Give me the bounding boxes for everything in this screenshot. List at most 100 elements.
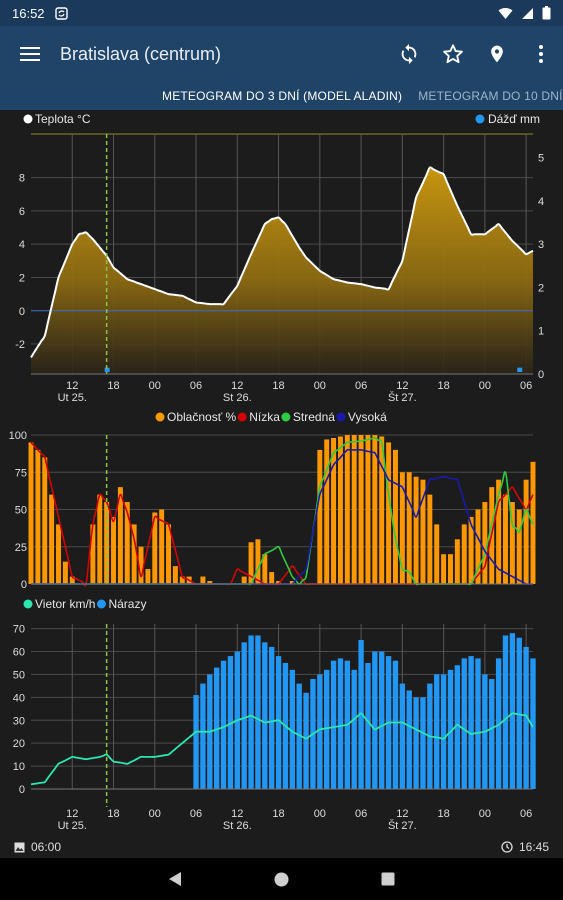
rain-bar (517, 367, 523, 372)
x-tick-label: 12 (66, 380, 78, 392)
x-tick-label: 12 (396, 808, 408, 820)
cloudiness-bar (475, 509, 481, 584)
x-day-label: Ut 25. (58, 820, 87, 832)
menu-button[interactable] (0, 26, 60, 82)
star-icon (443, 44, 463, 64)
status-time: 16:52 (12, 5, 45, 21)
cloudiness-bar (317, 449, 323, 584)
legend-high-swatch (336, 412, 346, 422)
tab-meteogram-10-days[interactable]: METEOGRAM DO 10 DNÍ (418, 89, 563, 103)
recents-icon[interactable] (381, 872, 395, 886)
cloudiness-bar (145, 569, 151, 584)
gust-bar (248, 635, 254, 789)
x-tick-label: 18 (437, 380, 449, 392)
cloudiness-bar (28, 442, 34, 584)
clock-icon (501, 841, 513, 853)
y-tick-label: 70 (13, 624, 25, 636)
gust-bar (489, 679, 495, 789)
more-options-button[interactable] (519, 26, 563, 82)
gust-bar (324, 669, 330, 789)
gust-bar (220, 660, 227, 789)
cloudiness-bar (337, 436, 343, 584)
y-right-tick-label: 5 (538, 153, 544, 165)
y-right-tick-label: 1 (538, 326, 544, 338)
gust-bar (516, 637, 522, 789)
y-tick-label: 0 (21, 579, 27, 591)
cloudiness-bar (351, 435, 357, 584)
x-tick-label: 00 (479, 808, 491, 820)
cloudiness-bar (496, 479, 502, 584)
x-tick-label: 00 (314, 380, 326, 392)
cloudiness-bar (427, 494, 433, 584)
x-tick-label: 06 (520, 808, 532, 820)
x-day-label: St 26. (223, 820, 252, 832)
x-tick-label: 06 (355, 808, 367, 820)
legend-gusts-swatch (96, 599, 106, 609)
cloudiness-bar (276, 581, 282, 584)
cloudiness-bar (386, 442, 392, 584)
cloudiness-bar (117, 487, 123, 584)
cloudiness-bar (166, 524, 172, 584)
model-image-icon (14, 842, 25, 852)
cloudiness-bar (200, 576, 206, 584)
legend-mid: Stredná (293, 410, 335, 424)
gust-bar (372, 651, 378, 789)
rain-bar (104, 367, 110, 372)
x-tick-label: 00 (479, 380, 491, 392)
cloudiness-bar (413, 476, 419, 584)
legend-temperature: Teplota °C (35, 112, 91, 126)
footer: 06:00 16:45 (0, 836, 563, 858)
cloudiness-bar (434, 524, 440, 584)
back-icon[interactable] (168, 871, 182, 887)
y-tick-label: 0 (19, 784, 25, 796)
cloudiness-bar (97, 494, 103, 584)
meteogram-tabs: METEOGRAM DO 3 DNÍ (MODEL ALADIN) METEOG… (0, 82, 563, 110)
gust-bar (351, 669, 357, 789)
y-tick-label: 50 (13, 669, 25, 681)
y-left-tick-label: 0 (19, 306, 25, 318)
home-icon[interactable] (274, 872, 289, 887)
x-tick-label: 12 (396, 380, 408, 392)
sync-box-icon (54, 6, 68, 20)
favorite-button[interactable] (431, 26, 475, 82)
gust-bar (296, 683, 302, 789)
tab-meteogram-3-days[interactable]: METEOGRAM DO 3 DNÍ (MODEL ALADIN) (162, 89, 403, 103)
gust-bar (193, 695, 199, 789)
x-tick-label: 12 (66, 808, 78, 820)
location-button[interactable] (475, 26, 519, 82)
refresh-button[interactable] (387, 26, 431, 82)
temperature-line (30, 166, 534, 358)
legend-gusts: Nárazy (108, 597, 146, 611)
cloudiness-bar (255, 539, 261, 584)
gust-bar (365, 662, 371, 789)
legend-low: Nízka (249, 410, 280, 424)
y-tick-label: 100 (9, 430, 27, 442)
x-tick-label: 00 (314, 808, 326, 820)
battery-icon (542, 6, 551, 20)
x-tick-label: 06 (355, 380, 367, 392)
y-right-tick-label: 3 (538, 239, 544, 251)
cloudiness-bar (69, 576, 75, 584)
y-tick-label: 40 (13, 692, 25, 704)
x-tick-label: 18 (272, 380, 284, 392)
y-left-tick-label: 2 (19, 272, 25, 284)
x-tick-label: 12 (231, 380, 243, 392)
more-vert-icon (539, 45, 543, 63)
gust-bar (461, 658, 467, 789)
page-title: Bratislava (centrum) (60, 43, 222, 64)
gust-bar (379, 651, 385, 789)
cloudiness-bar (35, 449, 41, 584)
x-tick-label: 06 (520, 380, 532, 392)
hamburger-menu-icon (20, 47, 40, 61)
gust-bar (502, 635, 509, 789)
legend-high: Vysoká (348, 410, 387, 424)
gust-bar (337, 658, 344, 789)
gust-bar (413, 697, 419, 789)
cloudiness-bar (248, 542, 254, 584)
cloudiness-bar (179, 576, 185, 584)
cloudiness-bar (49, 494, 55, 584)
temperature-area (31, 167, 533, 374)
status-bar: 16:52 (0, 0, 563, 26)
gust-bar (454, 665, 461, 789)
